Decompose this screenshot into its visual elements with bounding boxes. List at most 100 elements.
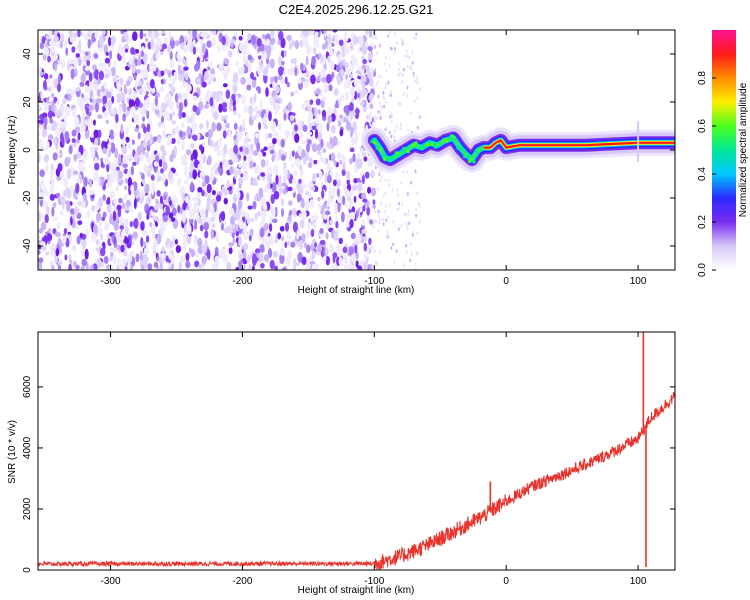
spectrogram-cell — [409, 258, 412, 263]
spectrogram-cell — [54, 53, 59, 61]
spectrogram-cell — [146, 197, 152, 205]
spectrogram-cell — [153, 215, 159, 222]
spectrogram-cell — [123, 252, 128, 257]
spectrogram-cell — [44, 214, 49, 224]
spectrogram-cell — [246, 192, 250, 202]
spectrogram-cell — [187, 224, 192, 235]
spectrogram-cell — [287, 101, 292, 112]
spectrogram-cell — [399, 102, 402, 106]
spectrogram-cell — [109, 247, 115, 252]
spectrogram-cell — [328, 84, 333, 92]
spectrogram-cell — [247, 54, 253, 61]
spectrogram-cell — [349, 101, 354, 112]
spectrogram-cell — [343, 263, 348, 270]
spectrogram-cell — [325, 232, 329, 240]
spectrogram-cell — [107, 99, 113, 107]
spectrogram-cell — [377, 209, 380, 214]
spectrogram-cell — [382, 193, 385, 198]
spectrogram-cell — [115, 113, 119, 123]
spectrogram-cell — [312, 214, 319, 221]
spectrogram-cell — [369, 30, 373, 38]
spectrogram-cell — [394, 128, 397, 133]
spectrogram-cell — [50, 102, 55, 111]
spectrogram-cell — [288, 200, 293, 206]
spectrogram-cell — [121, 54, 126, 64]
spectrogram-cell — [125, 80, 131, 87]
spectrogram-cell — [265, 87, 269, 97]
spectrogram-cell — [210, 198, 217, 203]
spectrogram-ridge-speckle — [472, 160, 476, 164]
spectrogram-cell — [254, 112, 259, 119]
spectrogram-cell — [258, 122, 261, 131]
spectrogram-cell — [141, 194, 145, 202]
spectrogram-cell — [84, 84, 89, 94]
spectrogram-ridge-speckle — [372, 140, 376, 145]
spectrogram-cell — [306, 142, 310, 153]
spectrogram-cell — [154, 266, 158, 270]
spectrogram-cell — [297, 120, 302, 127]
spectrogram-cell — [163, 37, 169, 45]
spectrogram-cell — [341, 169, 346, 176]
spectrogram-cell — [126, 169, 132, 178]
spectrogram-cell — [177, 204, 181, 213]
spectrogram-cell — [57, 83, 62, 93]
spectrogram-cell — [344, 189, 350, 198]
spectrogram-cell — [388, 63, 391, 68]
spectrogram-cell — [408, 221, 411, 226]
spectrogram-cell — [405, 249, 408, 254]
spectrogram-cell — [81, 124, 86, 131]
spectrogram-cell — [300, 198, 305, 209]
spectrogram-cell — [402, 263, 405, 268]
spectrogram-cell — [368, 111, 373, 123]
spectrogram-ridge-speckle — [433, 141, 437, 146]
spectrogram-cell — [288, 209, 292, 216]
spectrogram-cell — [183, 44, 189, 53]
spectrogram-cell — [207, 155, 212, 166]
spectrogram-cell — [56, 175, 62, 181]
spectrogram-cell — [146, 156, 152, 164]
spectrogram-cell — [169, 154, 174, 163]
spectrogram-cell — [275, 174, 279, 185]
spectrogram-cell — [186, 125, 191, 136]
spectrogram-cell — [200, 32, 205, 38]
spectrogram-cell — [197, 133, 201, 140]
spectrogram-cell — [93, 53, 99, 60]
spectrogram-cell — [369, 42, 374, 47]
spectrogram-cell — [83, 55, 87, 63]
spectrogram-cell — [146, 171, 152, 178]
spectrogram-cell — [86, 59, 91, 67]
spectrogram-cell — [280, 208, 284, 218]
spectrogram-cell — [51, 206, 55, 217]
spectrogram-cell — [216, 122, 222, 132]
spectrogram-cell — [393, 47, 396, 51]
spectrogram-cell — [321, 77, 327, 83]
spectrogram-cell — [303, 99, 310, 105]
spectrogram-cell — [174, 126, 180, 135]
spectrogram-cell — [162, 128, 166, 140]
spectrogram-cell — [199, 224, 204, 232]
spectrogram-cell — [173, 71, 178, 81]
spectrogram-cell — [105, 51, 109, 56]
spectrogram-cell — [92, 64, 97, 71]
spectrogram-cell — [201, 244, 207, 254]
spectrogram-cell — [387, 178, 390, 183]
spectrogram-cell — [396, 188, 399, 193]
spectrogram-cell — [363, 156, 368, 162]
spectrogram-cell — [315, 186, 319, 192]
spectrogram-cell — [265, 240, 271, 249]
spectrogram-cell — [51, 41, 57, 47]
spectrogram-cell — [273, 164, 279, 176]
spectrogram-cell — [284, 222, 290, 232]
spectrogram-cell — [317, 131, 323, 142]
spectrogram-cell — [124, 177, 128, 184]
spectrogram-cell — [348, 262, 352, 270]
spectrogram-cell — [235, 60, 239, 67]
snr-x-tick-label: 100 — [630, 576, 647, 587]
spectrogram-cell — [48, 227, 52, 234]
spectrogram-cell — [274, 238, 279, 244]
spectrogram-ridge-speckle — [382, 153, 386, 158]
spectrogram-cell — [232, 237, 236, 245]
spectrogram-cell — [343, 255, 349, 263]
spectrogram-cell — [337, 53, 342, 63]
spectrogram-cell — [132, 31, 138, 41]
